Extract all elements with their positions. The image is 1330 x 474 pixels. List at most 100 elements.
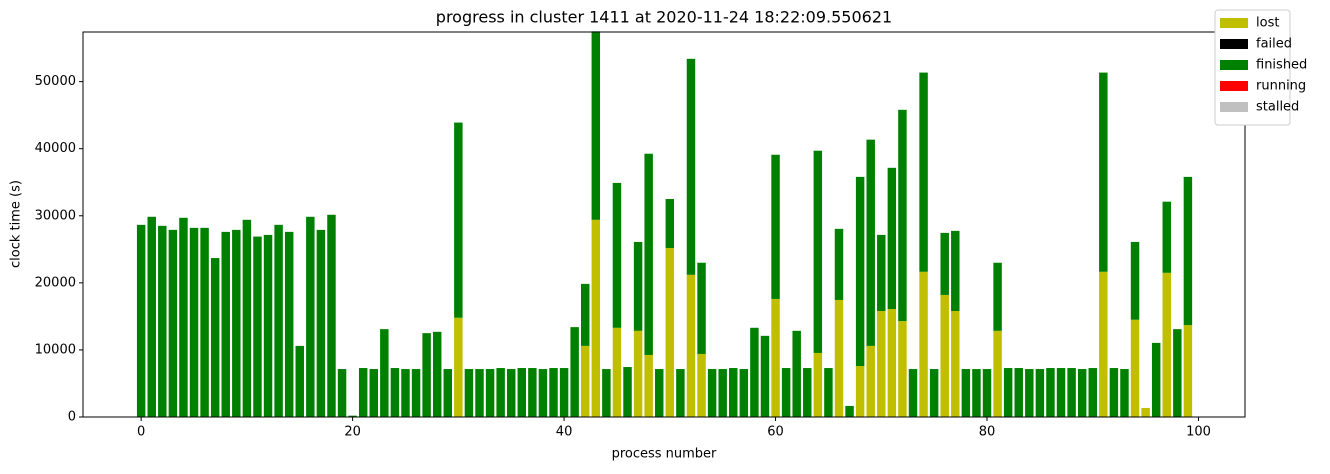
x-tick-label: 60 bbox=[767, 425, 784, 440]
y-axis-label: clock time (s) bbox=[9, 180, 24, 268]
bar-segment bbox=[623, 367, 632, 417]
bar-segment bbox=[189, 227, 199, 417]
bar-segment bbox=[771, 298, 780, 417]
bar-segment bbox=[327, 214, 336, 417]
bar-segment bbox=[729, 368, 738, 417]
bar-segment bbox=[1035, 369, 1045, 417]
bar-segment bbox=[443, 369, 453, 417]
bar-segment bbox=[993, 262, 1002, 331]
y-tick-label: 50000 bbox=[35, 74, 76, 89]
bar-segment bbox=[951, 311, 960, 417]
bar-segment bbox=[919, 271, 928, 417]
plot-mask bbox=[83, 0, 1245, 32]
legend-box bbox=[1214, 9, 1291, 126]
bar-segment bbox=[475, 369, 484, 417]
bar-segment bbox=[686, 274, 696, 417]
bar-segment bbox=[538, 369, 548, 417]
bar-segment bbox=[877, 311, 886, 417]
bar-segment bbox=[1130, 319, 1140, 417]
bar-segment bbox=[528, 368, 537, 417]
bar-segment bbox=[1151, 342, 1161, 417]
bar-segment bbox=[284, 231, 294, 417]
bar-segment bbox=[760, 335, 770, 417]
bar-segment bbox=[306, 216, 315, 417]
bar-segment bbox=[929, 369, 939, 417]
y-tick-label: 20000 bbox=[35, 275, 76, 290]
bar-segment bbox=[644, 153, 653, 355]
bar-segment bbox=[422, 333, 431, 417]
bar-segment bbox=[1046, 368, 1055, 417]
bar-segment bbox=[877, 234, 886, 312]
bar-segment bbox=[1141, 407, 1150, 417]
bar-segment bbox=[210, 258, 220, 417]
bar-segment bbox=[559, 368, 569, 417]
bar-segment bbox=[1099, 271, 1108, 417]
bar-segment bbox=[549, 368, 558, 417]
bar-segment bbox=[633, 241, 643, 331]
bar-segment bbox=[813, 352, 823, 417]
bar-segment bbox=[242, 219, 252, 417]
bar-segment bbox=[411, 369, 421, 417]
y-tick-label: 10000 bbox=[35, 342, 76, 357]
bar-segment bbox=[781, 368, 791, 417]
bar-segment bbox=[898, 321, 907, 417]
legend-swatch bbox=[1220, 39, 1248, 49]
x-tick-label: 100 bbox=[1186, 425, 1211, 440]
bar-segment bbox=[263, 234, 273, 417]
bar-segment bbox=[158, 225, 167, 417]
bar-segment bbox=[221, 231, 230, 417]
x-tick-label: 40 bbox=[556, 425, 573, 440]
bar-segment bbox=[887, 309, 897, 417]
bar-segment bbox=[612, 182, 622, 328]
bar-segment bbox=[1014, 368, 1023, 417]
bar-segment bbox=[1162, 272, 1171, 417]
bar-segment bbox=[506, 369, 516, 417]
bar-segment bbox=[485, 369, 495, 417]
bar-segment bbox=[1120, 369, 1129, 417]
bar-segment bbox=[1130, 241, 1140, 320]
bar-segment bbox=[496, 368, 505, 417]
bar-segment bbox=[454, 317, 463, 417]
bar-segment bbox=[855, 176, 865, 367]
legend-label: failed bbox=[1256, 37, 1292, 52]
bar-segment bbox=[771, 154, 780, 299]
bar-segment bbox=[1077, 369, 1087, 417]
bar-segment bbox=[665, 247, 675, 417]
bar-segment bbox=[454, 122, 463, 318]
bar-segment bbox=[739, 369, 749, 417]
bar-segment bbox=[908, 369, 918, 417]
bar-segment bbox=[750, 327, 759, 417]
bar-segment bbox=[348, 415, 357, 417]
bar-segment bbox=[581, 345, 590, 417]
bar-segment bbox=[855, 366, 865, 417]
bar-segment bbox=[686, 58, 696, 275]
bar-segment bbox=[570, 327, 579, 417]
bar-segment bbox=[1056, 368, 1066, 417]
bar-segment bbox=[940, 294, 949, 417]
bar-segment bbox=[1088, 368, 1097, 417]
x-tick-label: 0 bbox=[137, 425, 145, 440]
bar-segment bbox=[1099, 72, 1108, 272]
y-tick-label: 40000 bbox=[35, 141, 76, 156]
bar-segment bbox=[517, 368, 527, 417]
bar-segment bbox=[464, 369, 474, 417]
bar-segment bbox=[358, 368, 368, 417]
bar-segment bbox=[581, 283, 590, 346]
bar-segment bbox=[697, 262, 706, 354]
bar-segment bbox=[602, 369, 611, 417]
bar-segment bbox=[591, 219, 601, 417]
legend-swatch bbox=[1220, 81, 1248, 91]
bar-segment bbox=[401, 369, 410, 417]
bar-segment bbox=[866, 345, 875, 417]
bar-segment bbox=[390, 368, 400, 417]
bar-segment bbox=[591, 31, 601, 220]
bar-segment bbox=[993, 330, 1002, 417]
bar-segment bbox=[1025, 369, 1034, 417]
bar-segment bbox=[644, 354, 653, 417]
y-tick-label: 0 bbox=[68, 410, 76, 425]
bar-segment bbox=[1183, 325, 1193, 417]
bar-segment bbox=[961, 369, 971, 417]
bar-segment bbox=[200, 227, 209, 417]
bar-segment bbox=[824, 368, 833, 417]
